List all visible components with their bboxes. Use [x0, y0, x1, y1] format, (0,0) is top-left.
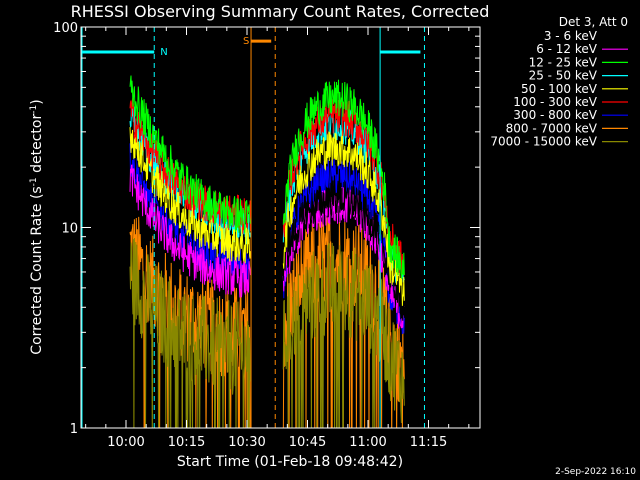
annotation-label: S — [243, 36, 249, 47]
series-line — [129, 127, 251, 264]
x-tick-label: 11:15 — [410, 435, 447, 450]
annotation-label: N — [160, 47, 167, 58]
legend-entry-label: 25 - 50 keV — [529, 69, 598, 83]
y-label-sup2: -1 — [29, 105, 39, 114]
y-label-mid: detector — [29, 114, 45, 178]
y-label-sup1: -1 — [29, 177, 39, 186]
series-line — [129, 143, 251, 283]
x-tick-label: 11:00 — [349, 435, 386, 450]
data-layer — [129, 75, 405, 428]
legend-entry-label: 50 - 100 keV — [521, 82, 598, 96]
legend-entry-label: 3 - 6 keV — [544, 29, 598, 43]
legend-header: Det 3, Att 0 — [559, 15, 628, 29]
x-tick-label: 10:45 — [289, 435, 326, 450]
tick-layer: 10:00 10:15 10:30 10:45 11:00 11:15 1 10 100 — [53, 21, 480, 450]
chart-title: RHESSI Observing Summary Count Rates, Co… — [71, 2, 490, 21]
legend-entry-label: 300 - 800 keV — [513, 108, 597, 122]
legend-entry-label: 12 - 25 keV — [529, 55, 598, 69]
footer-timestamp: 2-Sep-2022 16:10 — [555, 467, 636, 477]
y-tick-label: 10 — [61, 222, 78, 237]
y-tick-label: 1 — [70, 422, 78, 437]
y-label-base: Corrected Count Rate (s — [29, 186, 45, 354]
legend-entry-label: 800 - 7000 keV — [506, 121, 598, 135]
series-line — [282, 79, 405, 279]
series-line — [282, 242, 405, 428]
series-line — [129, 75, 251, 233]
plot-frame — [80, 26, 481, 429]
legend-entry-label: 100 - 300 keV — [513, 95, 597, 109]
series-line — [129, 164, 251, 298]
x-tick-label: 10:30 — [228, 435, 265, 450]
y-tick-label: 100 — [53, 21, 78, 36]
y-label-end: ) — [29, 99, 45, 104]
series-line — [282, 130, 405, 306]
x-tick-label: 10:15 — [168, 435, 205, 450]
annotation-layer: NS — [81, 27, 425, 428]
x-axis-label: Start Time (01-Feb-18 09:48:42) — [177, 454, 403, 470]
x-tick-label: 10:00 — [107, 435, 144, 450]
legend-entry-label: 7000 - 15000 keV — [490, 135, 597, 149]
legend-entry-label: 6 - 12 keV — [536, 42, 598, 56]
y-axis-label: Corrected Count Rate (s-1 detector-1) — [29, 99, 45, 354]
series-line — [282, 179, 405, 321]
series-line — [129, 237, 251, 428]
